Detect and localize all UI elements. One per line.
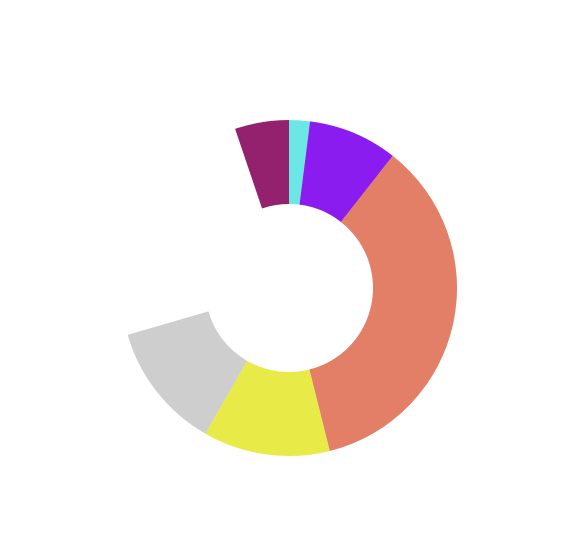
donut-slice-2 — [309, 155, 457, 451]
donut-slice-0 — [289, 120, 311, 205]
donut-slice-6 — [235, 120, 289, 209]
donut-slice-4 — [127, 311, 248, 434]
donut-slice-1 — [299, 121, 393, 222]
donut-slice-3 — [205, 360, 330, 456]
